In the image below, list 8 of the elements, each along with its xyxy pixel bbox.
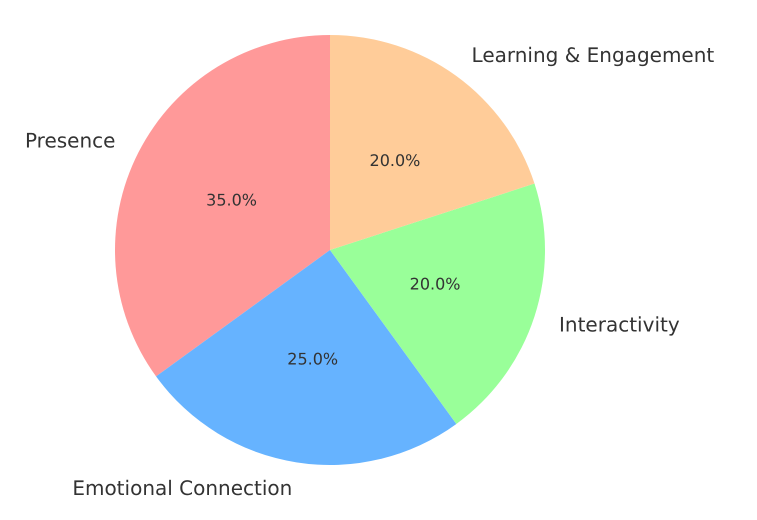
data-label: 20.0% <box>410 274 461 294</box>
slice-label: Emotional Connection <box>72 476 292 500</box>
slice-label: Learning & Engagement <box>472 43 714 68</box>
data-label: 20.0% <box>370 151 420 170</box>
data-label: 35.0% <box>206 190 257 210</box>
slice-label: Interactivity <box>559 312 680 336</box>
slice-label: Presence <box>24 128 116 153</box>
data-label: 25.0% <box>287 350 338 369</box>
